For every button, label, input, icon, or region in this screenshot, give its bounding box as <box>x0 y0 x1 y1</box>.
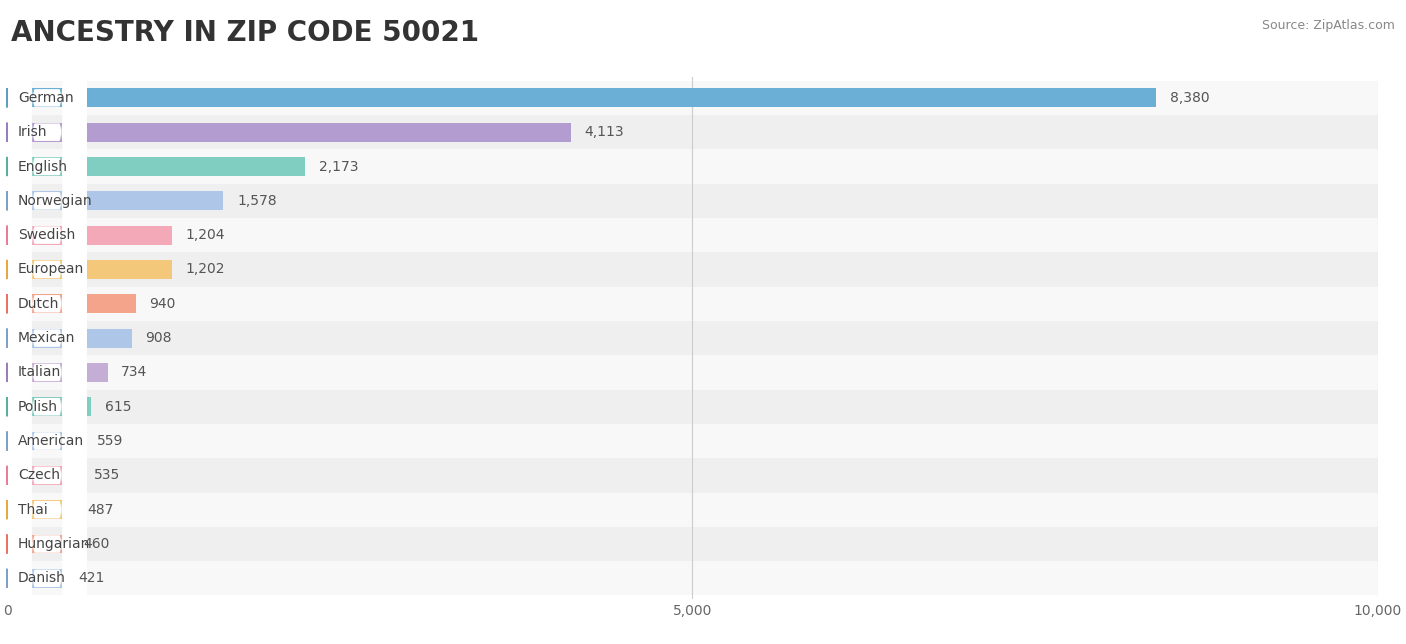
Bar <box>7 123 571 142</box>
Bar <box>7 535 70 553</box>
Bar <box>7 500 73 519</box>
Bar <box>7 191 224 210</box>
Bar <box>7 363 108 382</box>
Text: American: American <box>18 434 84 448</box>
Text: Hungarian: Hungarian <box>18 537 90 551</box>
FancyBboxPatch shape <box>7 0 87 644</box>
FancyBboxPatch shape <box>7 0 87 644</box>
Text: English: English <box>18 160 67 173</box>
Text: 460: 460 <box>84 537 110 551</box>
Bar <box>7 157 305 176</box>
FancyBboxPatch shape <box>7 0 87 644</box>
FancyBboxPatch shape <box>7 0 87 644</box>
Text: 615: 615 <box>105 400 132 413</box>
Text: Dutch: Dutch <box>18 297 59 311</box>
Bar <box>7 569 65 588</box>
Bar <box>7 527 1378 561</box>
Text: Norwegian: Norwegian <box>18 194 93 208</box>
Text: 2,173: 2,173 <box>319 160 359 173</box>
Text: 1,578: 1,578 <box>238 194 277 208</box>
FancyBboxPatch shape <box>7 0 87 644</box>
Bar <box>7 397 91 416</box>
Bar <box>7 225 172 245</box>
Bar <box>7 321 1378 355</box>
Text: Czech: Czech <box>18 468 60 482</box>
Bar <box>7 80 1378 115</box>
FancyBboxPatch shape <box>7 0 87 644</box>
Text: 535: 535 <box>94 468 121 482</box>
Text: Mexican: Mexican <box>18 331 76 345</box>
Text: 908: 908 <box>145 331 172 345</box>
Text: Italian: Italian <box>18 365 62 379</box>
Bar <box>7 149 1378 184</box>
Text: ANCESTRY IN ZIP CODE 50021: ANCESTRY IN ZIP CODE 50021 <box>11 19 479 47</box>
Text: 1,204: 1,204 <box>186 228 225 242</box>
Bar <box>7 459 1378 493</box>
FancyBboxPatch shape <box>7 0 87 644</box>
Text: Polish: Polish <box>18 400 58 413</box>
Bar <box>7 287 1378 321</box>
Text: 734: 734 <box>121 365 148 379</box>
Bar <box>7 328 132 348</box>
Bar <box>7 88 1156 108</box>
Bar <box>7 115 1378 149</box>
Text: Thai: Thai <box>18 503 48 516</box>
Bar <box>7 561 1378 596</box>
Bar <box>7 260 172 279</box>
Text: Irish: Irish <box>18 125 48 139</box>
Bar <box>7 294 136 313</box>
Bar <box>7 252 1378 287</box>
Bar <box>7 184 1378 218</box>
FancyBboxPatch shape <box>7 0 87 644</box>
Bar <box>7 466 80 485</box>
Text: 940: 940 <box>149 297 176 311</box>
Text: German: German <box>18 91 73 105</box>
FancyBboxPatch shape <box>7 0 87 644</box>
FancyBboxPatch shape <box>7 0 87 644</box>
Text: 1,202: 1,202 <box>186 263 225 276</box>
Bar <box>7 390 1378 424</box>
FancyBboxPatch shape <box>7 0 87 644</box>
FancyBboxPatch shape <box>7 0 87 644</box>
FancyBboxPatch shape <box>7 0 87 644</box>
Text: Source: ZipAtlas.com: Source: ZipAtlas.com <box>1261 19 1395 32</box>
Text: 4,113: 4,113 <box>585 125 624 139</box>
Bar <box>7 424 1378 459</box>
Text: 8,380: 8,380 <box>1170 91 1209 105</box>
FancyBboxPatch shape <box>7 0 87 644</box>
Bar <box>7 431 84 451</box>
Text: Swedish: Swedish <box>18 228 76 242</box>
Text: 421: 421 <box>79 571 105 585</box>
Bar <box>7 218 1378 252</box>
Text: Danish: Danish <box>18 571 66 585</box>
Text: 559: 559 <box>97 434 124 448</box>
Bar <box>7 493 1378 527</box>
Text: European: European <box>18 263 84 276</box>
Text: 487: 487 <box>87 503 114 516</box>
Bar <box>7 355 1378 390</box>
FancyBboxPatch shape <box>7 0 87 644</box>
